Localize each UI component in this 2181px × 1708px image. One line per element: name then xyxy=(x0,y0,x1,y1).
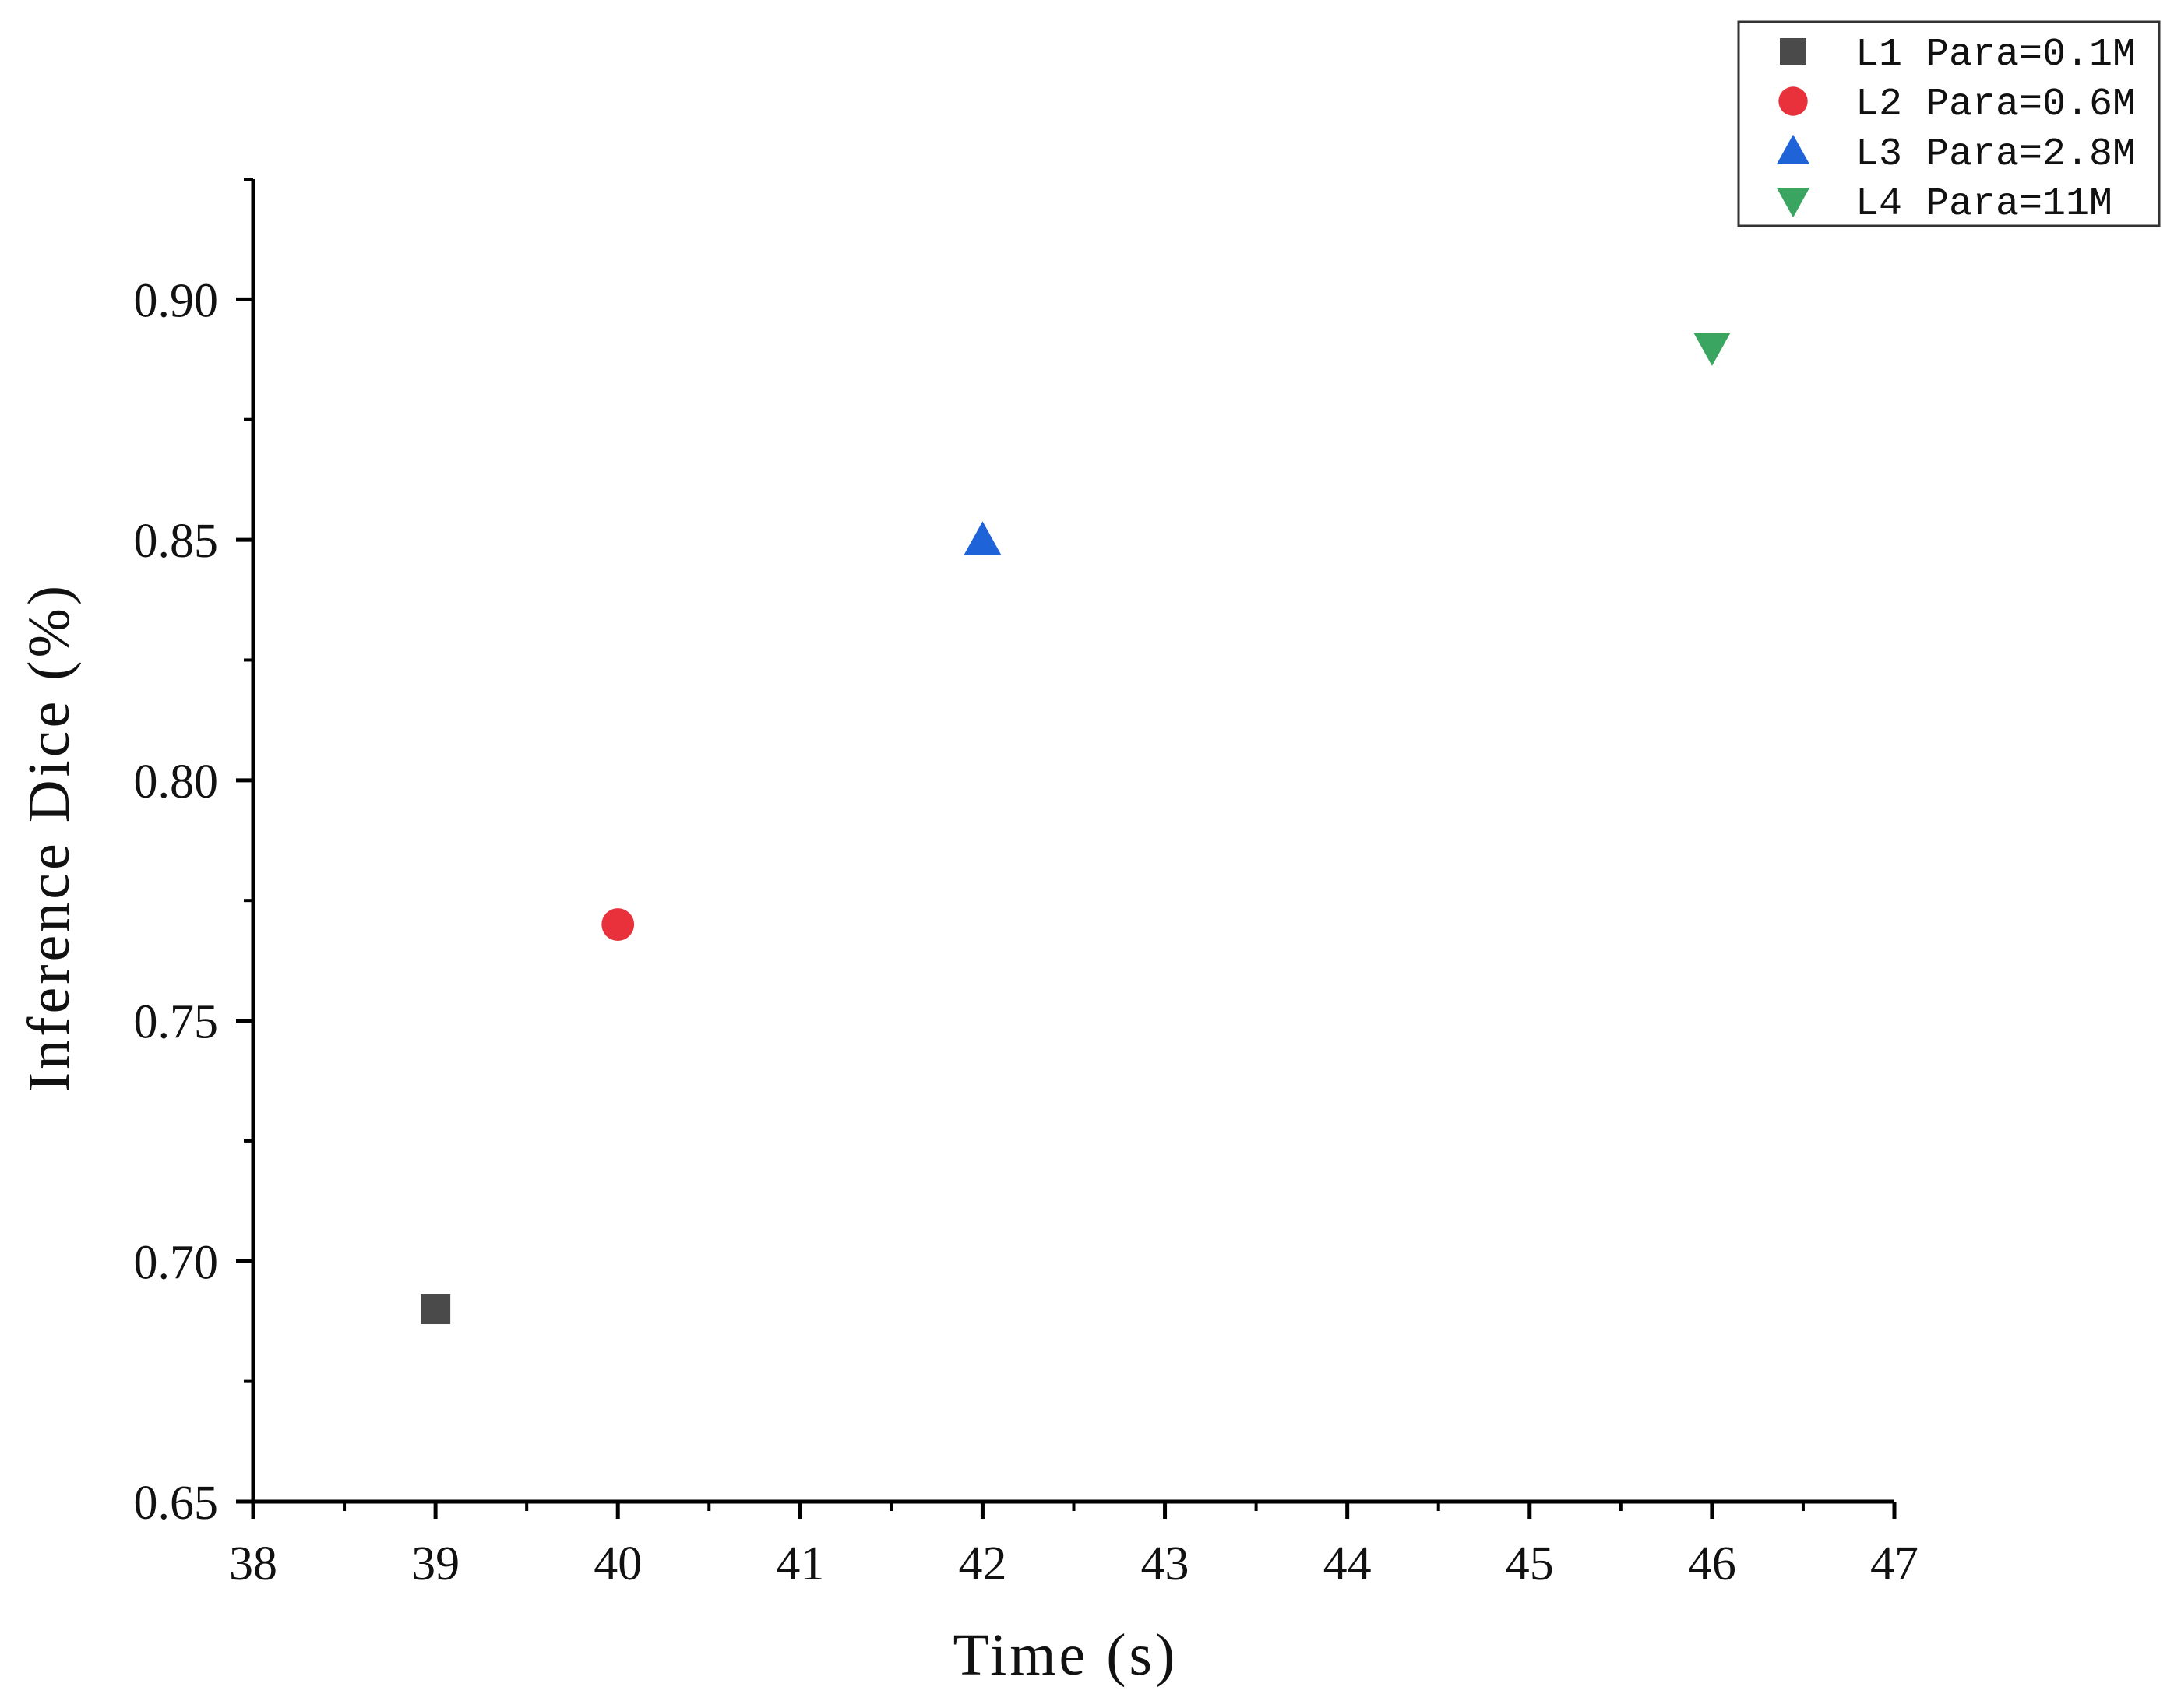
legend-marker xyxy=(1780,38,1806,65)
legend-marker xyxy=(1778,86,1808,116)
ticks: 38 39 40 41 42 43 44 45 46 47 0.65 0.70 0.75 0.80 0.85… xyxy=(134,178,1919,1590)
y-tick-label: 0.85 xyxy=(134,515,219,568)
y-tick-label: 0.75 xyxy=(134,996,219,1049)
legend-entry: L4 Para=11M xyxy=(1855,182,2112,227)
y-tick-label: 0.70 xyxy=(134,1236,219,1289)
data-point-series-3 xyxy=(964,521,1002,555)
data-point-series-1 xyxy=(421,1294,451,1325)
y-tick-label: 0.90 xyxy=(134,274,219,327)
legend-box xyxy=(1737,20,2161,227)
x-tick-label: 46 xyxy=(1688,1537,1736,1590)
y-axis-title: Inference Dice (%) xyxy=(16,583,82,1092)
data-point-series-2 xyxy=(601,908,635,941)
axes xyxy=(251,179,1894,1504)
x-tick-label: 47 xyxy=(1870,1537,1919,1590)
y-tick-label: 0.65 xyxy=(134,1477,219,1530)
legend: L1 Para=0.1M L2 Para=0.6M L3 Para=2.8M L4 P… xyxy=(1737,20,2161,227)
data-point-series-4 xyxy=(1693,333,1731,366)
legend-entry: L1 Para=0.1M xyxy=(1855,33,2136,77)
data-points xyxy=(421,333,1731,1325)
x-tick-label: 44 xyxy=(1323,1537,1372,1590)
x-tick-label: 42 xyxy=(958,1537,1006,1590)
legend-entry: L2 Para=0.6M xyxy=(1855,83,2136,127)
x-tick-label: 41 xyxy=(776,1537,824,1590)
x-tick-label: 39 xyxy=(411,1537,460,1590)
x-tick-label: 45 xyxy=(1506,1537,1554,1590)
legend-marker xyxy=(1776,188,1810,218)
x-axis-title: Time (s) xyxy=(953,1622,1179,1688)
x-tick-label: 40 xyxy=(594,1537,642,1590)
x-tick-label: 38 xyxy=(229,1537,277,1590)
x-tick-label: 43 xyxy=(1141,1537,1189,1590)
legend-marker xyxy=(1776,134,1810,164)
legend-entry: L3 Para=2.8M xyxy=(1855,132,2136,177)
y-tick-label: 0.80 xyxy=(134,755,219,808)
